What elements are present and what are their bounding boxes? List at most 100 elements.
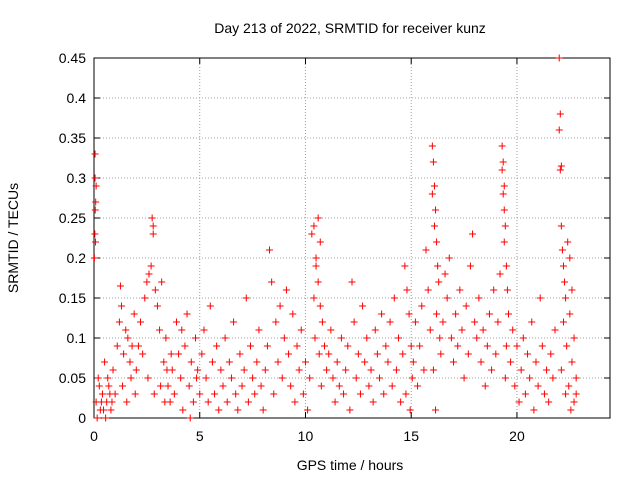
data-point: [162, 334, 170, 342]
data-point: [312, 254, 320, 262]
data-point: [443, 294, 451, 302]
data-point: [538, 342, 546, 350]
y-tick-label: 0: [78, 410, 86, 426]
data-point: [447, 334, 455, 342]
data-point: [148, 214, 156, 222]
data-point: [395, 334, 403, 342]
data-point: [278, 374, 286, 382]
data-point: [499, 190, 507, 198]
data-point: [388, 382, 396, 390]
data-point: [373, 350, 381, 358]
data-point: [175, 350, 183, 358]
data-point: [92, 198, 100, 206]
data-point: [532, 358, 540, 366]
data-point: [428, 190, 436, 198]
data-point: [378, 310, 386, 318]
data-point: [131, 390, 139, 398]
data-point: [441, 270, 449, 278]
data-point: [91, 206, 99, 214]
y-tick-label: 0.2: [67, 250, 87, 266]
data-point: [545, 398, 553, 406]
data-point: [504, 310, 512, 318]
data-point: [127, 374, 135, 382]
data-point: [253, 358, 261, 366]
data-point: [499, 158, 507, 166]
data-point: [406, 406, 414, 414]
data-point: [246, 342, 254, 350]
data-point: [515, 398, 523, 406]
data-point: [568, 358, 576, 366]
data-point: [317, 382, 325, 390]
data-point: [342, 366, 350, 374]
data-point: [91, 238, 99, 246]
data-point: [559, 318, 567, 326]
data-point: [120, 350, 128, 358]
data-point: [471, 318, 479, 326]
data-point: [310, 294, 318, 302]
data-point: [91, 230, 99, 238]
data-point: [519, 334, 527, 342]
data-point: [149, 222, 157, 230]
data-point: [251, 390, 259, 398]
data-point: [316, 302, 324, 310]
data-point: [433, 238, 441, 246]
data-point: [177, 374, 185, 382]
data-point: [500, 238, 508, 246]
data-point: [464, 350, 472, 358]
data-point: [526, 374, 534, 382]
data-point: [454, 342, 462, 350]
data-point: [291, 398, 299, 406]
data-point: [272, 318, 280, 326]
data-point: [557, 366, 565, 374]
data-point: [144, 374, 152, 382]
data-point: [433, 310, 441, 318]
data-point: [562, 294, 570, 302]
data-point: [429, 366, 437, 374]
data-point: [502, 342, 510, 350]
data-point: [365, 382, 373, 390]
data-point: [318, 318, 326, 326]
y-tick-label: 0.35: [59, 130, 86, 146]
data-point: [407, 342, 415, 350]
data-point: [386, 318, 394, 326]
data-point: [557, 162, 565, 170]
data-point: [234, 406, 242, 414]
data-point: [143, 278, 151, 286]
data-point: [259, 406, 267, 414]
data-point: [498, 142, 506, 150]
data-point: [390, 294, 398, 302]
data-point: [102, 414, 110, 422]
data-point: [172, 318, 180, 326]
data-point: [206, 302, 214, 310]
data-point: [500, 206, 508, 214]
data-point: [543, 366, 551, 374]
x-tick-label: 5: [196, 428, 204, 444]
data-point: [196, 390, 204, 398]
data-point: [534, 382, 542, 390]
data-point: [306, 374, 314, 382]
data-point: [333, 358, 341, 366]
x-tick-label: 20: [509, 428, 525, 444]
data-point: [244, 398, 252, 406]
data-point: [227, 374, 235, 382]
y-tick-label: 0.45: [59, 50, 86, 66]
data-point: [149, 230, 157, 238]
chart-title: Day 213 of 2022, SRMTID for receiver kun…: [214, 20, 486, 36]
data-point: [257, 382, 265, 390]
data-point: [375, 374, 383, 382]
x-tick-label: 0: [90, 428, 98, 444]
scatter-points: [90, 54, 580, 422]
data-point: [502, 262, 510, 270]
data-point: [350, 318, 358, 326]
data-point: [151, 286, 159, 294]
data-point: [92, 182, 100, 190]
y-tick-label: 0.15: [59, 290, 86, 306]
x-tick-label: 15: [403, 428, 419, 444]
data-point: [289, 310, 297, 318]
data-point: [363, 334, 371, 342]
data-point: [314, 214, 322, 222]
data-point: [460, 374, 468, 382]
y-tick-label: 0.3: [67, 170, 87, 186]
data-point: [408, 374, 416, 382]
data-point: [321, 342, 329, 350]
